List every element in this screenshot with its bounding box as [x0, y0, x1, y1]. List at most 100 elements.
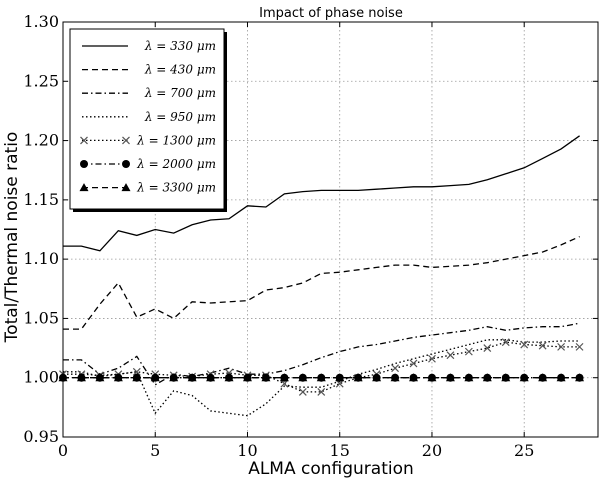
legend-label: λ = 430 μm — [144, 63, 216, 77]
data-point — [279, 373, 289, 382]
y-tick-label: 0.95 — [23, 427, 59, 446]
data-point — [575, 373, 585, 382]
legend-label: λ = 2000 μm — [136, 157, 216, 171]
data-point — [242, 373, 252, 382]
legend-marker — [122, 136, 130, 145]
tick-layer: 0 5 10 15 20 25 0.95 1.00 1.05 1.10 1.15 1.20 1.25 1.… — [23, 12, 598, 460]
legend-label: λ = 330 μm — [144, 39, 216, 53]
x-axis-label: ALMA configuration — [248, 459, 414, 479]
legend-box — [69, 28, 225, 210]
x-marker-stroke — [317, 388, 326, 396]
x-marker-stroke — [132, 367, 141, 376]
series-1 — [63, 135, 580, 252]
x-tick-label: 25 — [514, 441, 534, 460]
data-point — [520, 340, 529, 349]
series-line — [63, 341, 580, 393]
legend-marker — [80, 160, 88, 168]
series-line — [63, 135, 580, 252]
x-marker-stroke — [391, 364, 399, 373]
x-tick-label: 15 — [330, 441, 350, 460]
data-point — [538, 341, 547, 350]
data-point — [428, 354, 436, 363]
data-point — [261, 373, 271, 382]
x-marker-stroke — [446, 351, 455, 360]
legend-label: λ = 950 μm — [144, 110, 216, 124]
data-point — [316, 373, 326, 382]
x-tick-label: 10 — [237, 441, 257, 460]
legend-marker — [79, 183, 89, 192]
data-point — [298, 388, 307, 396]
data-point — [335, 379, 344, 388]
series-5 — [59, 338, 584, 396]
data-point — [169, 373, 179, 382]
x-marker-stroke — [428, 354, 436, 363]
series-4 — [63, 339, 580, 417]
y-tick-label: 1.10 — [23, 249, 59, 268]
x-marker-stroke — [409, 359, 418, 368]
data-point — [372, 373, 382, 382]
data-point — [519, 373, 529, 382]
data-point — [427, 373, 437, 382]
x-tick-label: 20 — [422, 441, 442, 460]
data-point — [391, 364, 399, 373]
y-tick-label: 1.05 — [23, 308, 59, 327]
x-marker-stroke — [464, 347, 473, 356]
legend-marker — [121, 183, 131, 192]
data-point — [224, 373, 234, 382]
data-point — [464, 373, 474, 382]
y-tick-label: 1.30 — [23, 12, 59, 31]
x-marker-stroke — [483, 344, 492, 352]
y-tick-label: 1.25 — [23, 71, 59, 90]
y-tick-label: 1.20 — [23, 131, 59, 150]
legend-marker — [80, 136, 88, 145]
x-marker-stroke — [557, 342, 566, 351]
x-marker-stroke — [520, 340, 529, 349]
data-point — [446, 351, 455, 360]
data-point — [482, 373, 492, 382]
x-marker-stroke — [80, 136, 88, 145]
legend: λ = 330 μm λ = 430 μm λ = 700 μm λ = 950 μm… — [69, 28, 227, 212]
series-line — [63, 339, 580, 417]
data-point — [557, 342, 566, 351]
data-point — [113, 373, 123, 382]
data-point — [556, 373, 566, 382]
data-point — [353, 373, 363, 382]
data-point — [206, 373, 216, 382]
data-point — [409, 373, 419, 382]
series-layer — [58, 135, 585, 417]
y-tick-label: 1.15 — [23, 190, 59, 209]
x-tick-label: 0 — [58, 441, 68, 460]
y-axis-label: Total/Thermal noise ratio — [2, 132, 22, 344]
x-marker-stroke — [501, 338, 510, 347]
data-point — [298, 373, 308, 382]
data-point — [132, 367, 141, 376]
legend-label: λ = 700 μm — [144, 86, 216, 100]
data-point — [538, 373, 548, 382]
x-marker-stroke — [335, 379, 344, 388]
data-point — [150, 373, 160, 382]
plot-frame — [62, 21, 599, 438]
data-point — [335, 373, 345, 382]
data-point — [409, 359, 418, 368]
data-point — [501, 338, 510, 347]
legend-label: λ = 3300 μm — [136, 181, 216, 195]
data-point — [390, 373, 400, 382]
legend-label: λ = 1300 μm — [136, 133, 216, 147]
data-point — [132, 373, 142, 382]
data-point — [187, 373, 197, 382]
x-marker-stroke — [280, 379, 289, 388]
data-point — [575, 342, 584, 351]
data-point — [317, 388, 326, 396]
x-tick-label: 5 — [150, 441, 160, 460]
x-marker-stroke — [575, 342, 584, 351]
series-7 — [58, 373, 585, 382]
data-point — [280, 379, 289, 388]
x-marker-stroke — [298, 388, 307, 396]
data-point — [76, 373, 86, 382]
x-marker-stroke — [538, 341, 547, 350]
data-point — [445, 373, 455, 382]
legend-marker — [122, 160, 130, 168]
x-marker-stroke — [122, 136, 130, 145]
data-point — [501, 373, 511, 382]
